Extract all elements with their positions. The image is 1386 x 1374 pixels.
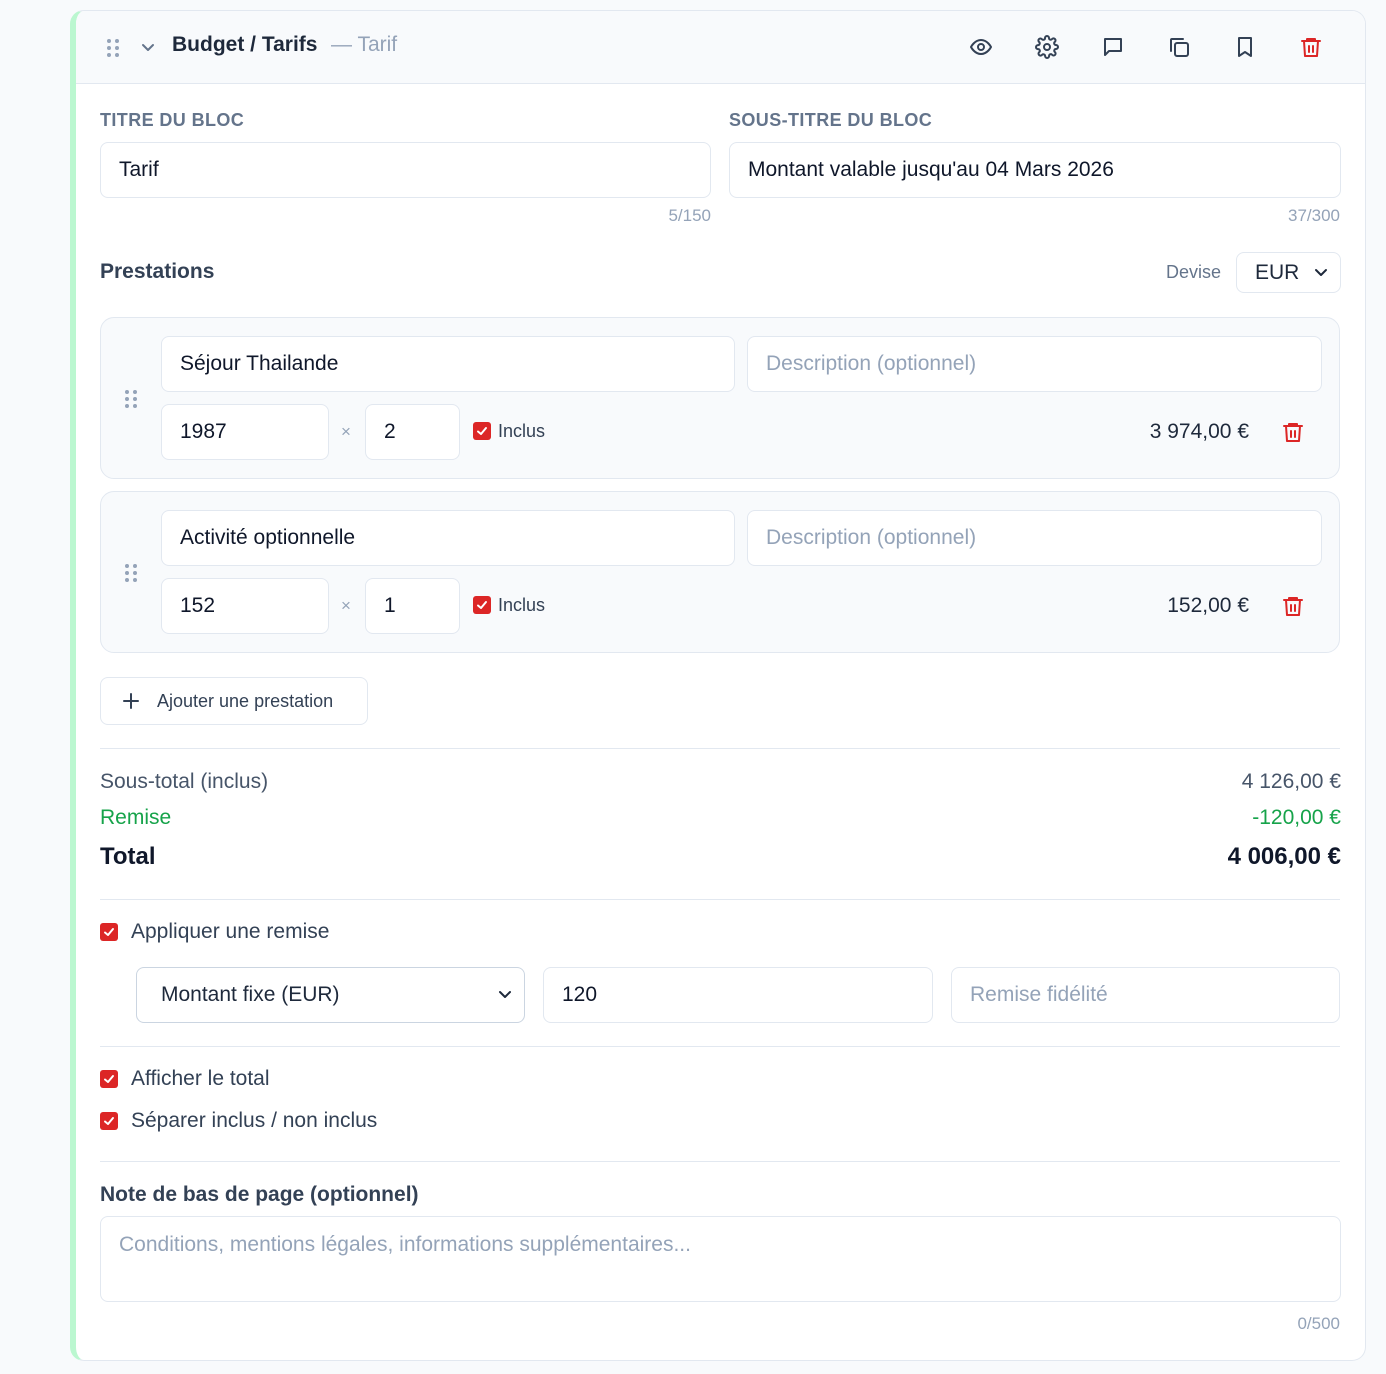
eye-icon[interactable] bbox=[969, 35, 993, 59]
drag-handle-icon[interactable] bbox=[125, 564, 137, 582]
divider bbox=[100, 748, 1340, 749]
times-sign: × bbox=[341, 422, 351, 441]
block-subtitle-counter: 37/300 bbox=[1288, 206, 1340, 225]
included-checkbox[interactable] bbox=[473, 422, 491, 440]
prestation-name-input[interactable]: Séjour Thailande bbox=[161, 336, 735, 392]
prestation-item: Activité optionnelle Description (option… bbox=[100, 491, 1340, 653]
block-subtitle-input[interactable]: Montant valable jusqu'au 04 Mars 2026 bbox=[729, 142, 1341, 198]
total-value: 4 006,00 € bbox=[1227, 843, 1341, 870]
included-label: Inclus bbox=[498, 595, 546, 615]
check-icon bbox=[104, 1117, 114, 1125]
apply-discount-checkbox[interactable] bbox=[100, 923, 118, 941]
prestation-description-input[interactable]: Description (optionnel) bbox=[747, 510, 1322, 566]
drag-handle-icon[interactable] bbox=[107, 39, 119, 57]
block-subtitle: — Tarif bbox=[331, 33, 398, 56]
prestations-title: Prestations bbox=[100, 260, 215, 283]
prestation-qty-input[interactable]: 1 bbox=[365, 578, 460, 634]
trash-icon[interactable] bbox=[1281, 594, 1305, 618]
subtotal-value: 4 126,00 € bbox=[1241, 770, 1341, 793]
footer-note-label: Note de bas de page (optionnel) bbox=[100, 1183, 419, 1206]
comment-icon[interactable] bbox=[1101, 35, 1125, 59]
footer-note-counter: 0/500 bbox=[1297, 1314, 1340, 1333]
chevron-down-icon bbox=[1315, 268, 1327, 276]
subtotal-label: Sous-total (inclus) bbox=[100, 770, 269, 793]
total-label: Total bbox=[100, 843, 156, 870]
show-total-checkbox[interactable] bbox=[100, 1070, 118, 1088]
discount-value: -120,00 € bbox=[1252, 806, 1341, 829]
prestation-amount: 152,00 € bbox=[1167, 594, 1249, 617]
discount-label: Remise bbox=[100, 806, 172, 829]
block-title: Budget / Tarifs bbox=[172, 33, 318, 56]
block-title-input[interactable]: Tarif bbox=[100, 142, 711, 198]
devise-label: Devise bbox=[1166, 262, 1222, 282]
show-total-label: Afficher le total bbox=[131, 1067, 270, 1090]
add-prestation-button[interactable]: Ajouter une prestation bbox=[100, 677, 368, 725]
divider bbox=[100, 899, 1340, 900]
prestation-qty-input[interactable]: 2 bbox=[365, 404, 460, 460]
divider bbox=[100, 1161, 1340, 1162]
delete-block-trash-icon[interactable] bbox=[1299, 35, 1323, 59]
check-icon bbox=[104, 928, 114, 936]
chevron-down-icon[interactable] bbox=[140, 39, 156, 55]
apply-discount-label: Appliquer une remise bbox=[131, 920, 330, 943]
prestation-price-input[interactable]: 152 bbox=[161, 578, 329, 634]
prestation-item: Séjour Thailande Description (optionnel)… bbox=[100, 317, 1340, 479]
discount-type-select[interactable]: Montant fixe (EUR) bbox=[136, 967, 525, 1023]
add-prestation-label: Ajouter une prestation bbox=[157, 690, 334, 711]
divider bbox=[100, 1046, 1340, 1047]
block-subtitle-label: SOUS-TITRE DU BLOC bbox=[729, 110, 933, 130]
check-icon bbox=[104, 1075, 114, 1083]
trash-icon[interactable] bbox=[1281, 420, 1305, 444]
check-icon bbox=[477, 601, 487, 609]
block-header: Budget / Tarifs — Tarif bbox=[76, 11, 1365, 84]
separate-included-label: Séparer inclus / non inclus bbox=[131, 1109, 378, 1132]
included-checkbox[interactable] bbox=[473, 596, 491, 614]
included-label: Inclus bbox=[498, 421, 546, 441]
bookmark-icon[interactable] bbox=[1233, 35, 1257, 59]
discount-amount-input[interactable]: 120 bbox=[543, 967, 933, 1023]
devise-select[interactable]: EUR bbox=[1236, 252, 1341, 293]
prestation-price-input[interactable]: 1987 bbox=[161, 404, 329, 460]
copy-icon[interactable] bbox=[1167, 35, 1191, 59]
footer-note-textarea[interactable]: Conditions, mentions légales, informatio… bbox=[100, 1216, 1341, 1302]
discount-type-value: Montant fixe (EUR) bbox=[161, 983, 340, 1006]
plus-icon bbox=[123, 693, 139, 709]
discount-reason-input[interactable]: Remise fidélité bbox=[951, 967, 1340, 1023]
drag-handle-icon[interactable] bbox=[125, 390, 137, 408]
prestation-description-input[interactable]: Description (optionnel) bbox=[747, 336, 1322, 392]
prestation-name-input[interactable]: Activité optionnelle bbox=[161, 510, 735, 566]
check-icon bbox=[477, 427, 487, 435]
gear-icon[interactable] bbox=[1035, 35, 1059, 59]
prestation-amount: 3 974,00 € bbox=[1149, 420, 1249, 443]
chevron-down-icon bbox=[499, 991, 511, 998]
times-sign: × bbox=[341, 596, 351, 615]
budget-block-card: Budget / Tarifs — Tarif TITRE DU BLOC Ta… bbox=[70, 10, 1366, 1361]
block-title-counter: 5/150 bbox=[668, 206, 711, 225]
devise-value: EUR bbox=[1255, 260, 1300, 284]
separate-included-checkbox[interactable] bbox=[100, 1112, 118, 1130]
block-title-label: TITRE DU BLOC bbox=[100, 110, 245, 130]
